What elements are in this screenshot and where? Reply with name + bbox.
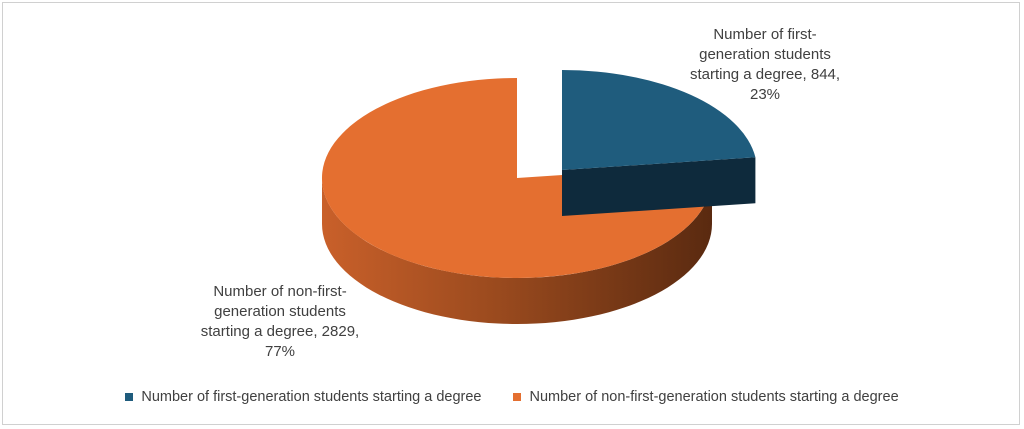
legend-label: Number of first-generation students star…	[141, 389, 482, 405]
pie-slice-non-first-generation	[321, 78, 712, 278]
pie-slice-cut-first-generation	[562, 157, 756, 216]
data-label-first-generation: Number of first- generation students sta…	[660, 25, 870, 105]
data-label-line: 23%	[749, 86, 781, 103]
legend-swatch	[513, 393, 522, 401]
data-label-line: starting a degree, 844,	[689, 66, 841, 83]
legend-swatch	[125, 393, 134, 401]
pie-slice-side-non-first-generation	[322, 178, 712, 324]
data-label-line: generation students	[214, 303, 346, 320]
data-label-line: Number of non-first-	[213, 283, 347, 300]
data-label-non-first-generation: Number of non-first- generation students…	[165, 282, 395, 362]
data-label-line: generation students	[699, 46, 831, 63]
pie-slice-first-generation	[562, 70, 756, 170]
legend-label: Number of non-first-generation students …	[529, 389, 899, 405]
legend-item-non-first-generation: Number of non-first-generation students …	[513, 389, 899, 405]
data-label-line: Number of first-	[713, 26, 817, 43]
legend: Number of first-generation students star…	[0, 389, 1024, 405]
legend-item-first-generation: Number of first-generation students star…	[125, 389, 481, 405]
data-label-line: 77%	[264, 343, 296, 360]
data-label-line: starting a degree, 2829,	[200, 323, 360, 340]
